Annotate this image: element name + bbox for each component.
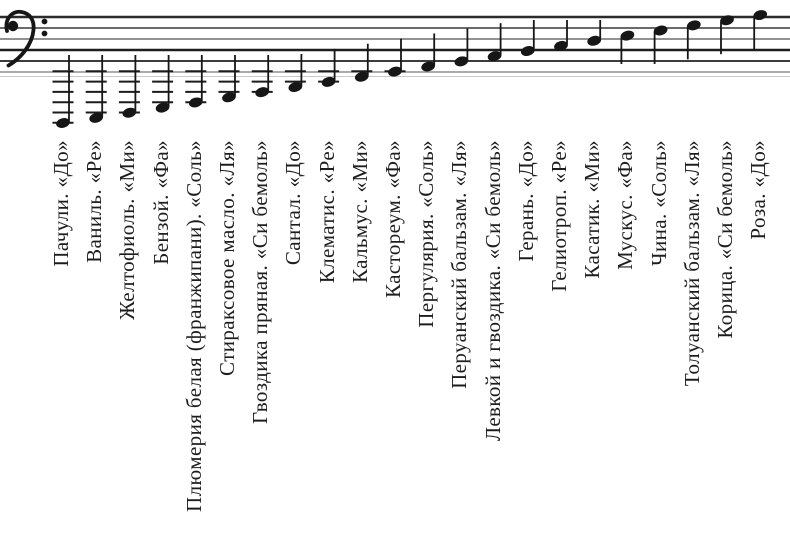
scent-label: Толуанский бальзам. «Ля» xyxy=(679,140,704,387)
scent-label: Стираксовое масло. «Ля» xyxy=(215,140,239,376)
scent-label: Герань. «До» xyxy=(513,140,538,262)
staff-area xyxy=(0,0,790,132)
scent-label: Плюмерия белая (франжипани). «Соль» xyxy=(181,140,206,512)
note xyxy=(52,55,74,128)
note xyxy=(653,25,668,64)
note xyxy=(487,23,502,62)
note xyxy=(554,20,568,51)
note xyxy=(520,20,535,57)
scent-label: Корица. «Си бемоль» xyxy=(713,140,737,339)
note xyxy=(384,38,406,77)
scent-label: Мускус. «Фа» xyxy=(613,140,638,270)
note xyxy=(686,20,701,60)
scent-label: Чина. «Соль» xyxy=(646,140,671,267)
note xyxy=(454,28,469,67)
note xyxy=(118,55,140,118)
note xyxy=(620,30,635,64)
scent-label: Касатик. «Ми» xyxy=(580,140,605,279)
note xyxy=(152,55,174,113)
note xyxy=(251,55,273,98)
note xyxy=(421,33,436,72)
scent-label: Пачули. «До» xyxy=(49,140,73,267)
scent-label: Сантал. «До» xyxy=(281,140,306,266)
bass-clef-icon xyxy=(4,9,48,68)
scent-label: Кастореум. «Фа» xyxy=(381,140,405,298)
scent-label: Левкой и гвоздика. «Си бемоль» xyxy=(480,140,505,442)
note xyxy=(185,55,207,108)
note xyxy=(753,10,768,50)
scent-label: Бензой. «Фа» xyxy=(148,140,173,265)
scent-label: Пергулярия. «Соль» xyxy=(414,140,439,328)
scent-label: Гелиотроп. «Ре» xyxy=(547,140,571,292)
scent-label: Клематис. «Ре» xyxy=(314,140,339,284)
note xyxy=(351,43,373,82)
scent-label: Гвоздика пряная. «Си бемоль» xyxy=(248,140,273,425)
note xyxy=(720,15,734,55)
note xyxy=(587,20,602,46)
note xyxy=(318,48,340,87)
scent-label: Кальмус. «Ми» xyxy=(347,140,372,284)
note xyxy=(85,55,107,123)
scent-label: Желтофиоль. «Ми» xyxy=(115,140,140,320)
staff xyxy=(0,9,790,128)
scent-label: Перуанский бальзам. «Ля» xyxy=(447,140,472,389)
note xyxy=(218,55,240,103)
scent-labels: Пачули. «До» Ваниль. «Ре» Желтофиоль. «Ми»… xyxy=(0,132,790,545)
note xyxy=(284,54,306,92)
scent-label: Ваниль. «Ре» xyxy=(82,140,107,263)
scent-label: Роза. «До» xyxy=(746,140,771,240)
